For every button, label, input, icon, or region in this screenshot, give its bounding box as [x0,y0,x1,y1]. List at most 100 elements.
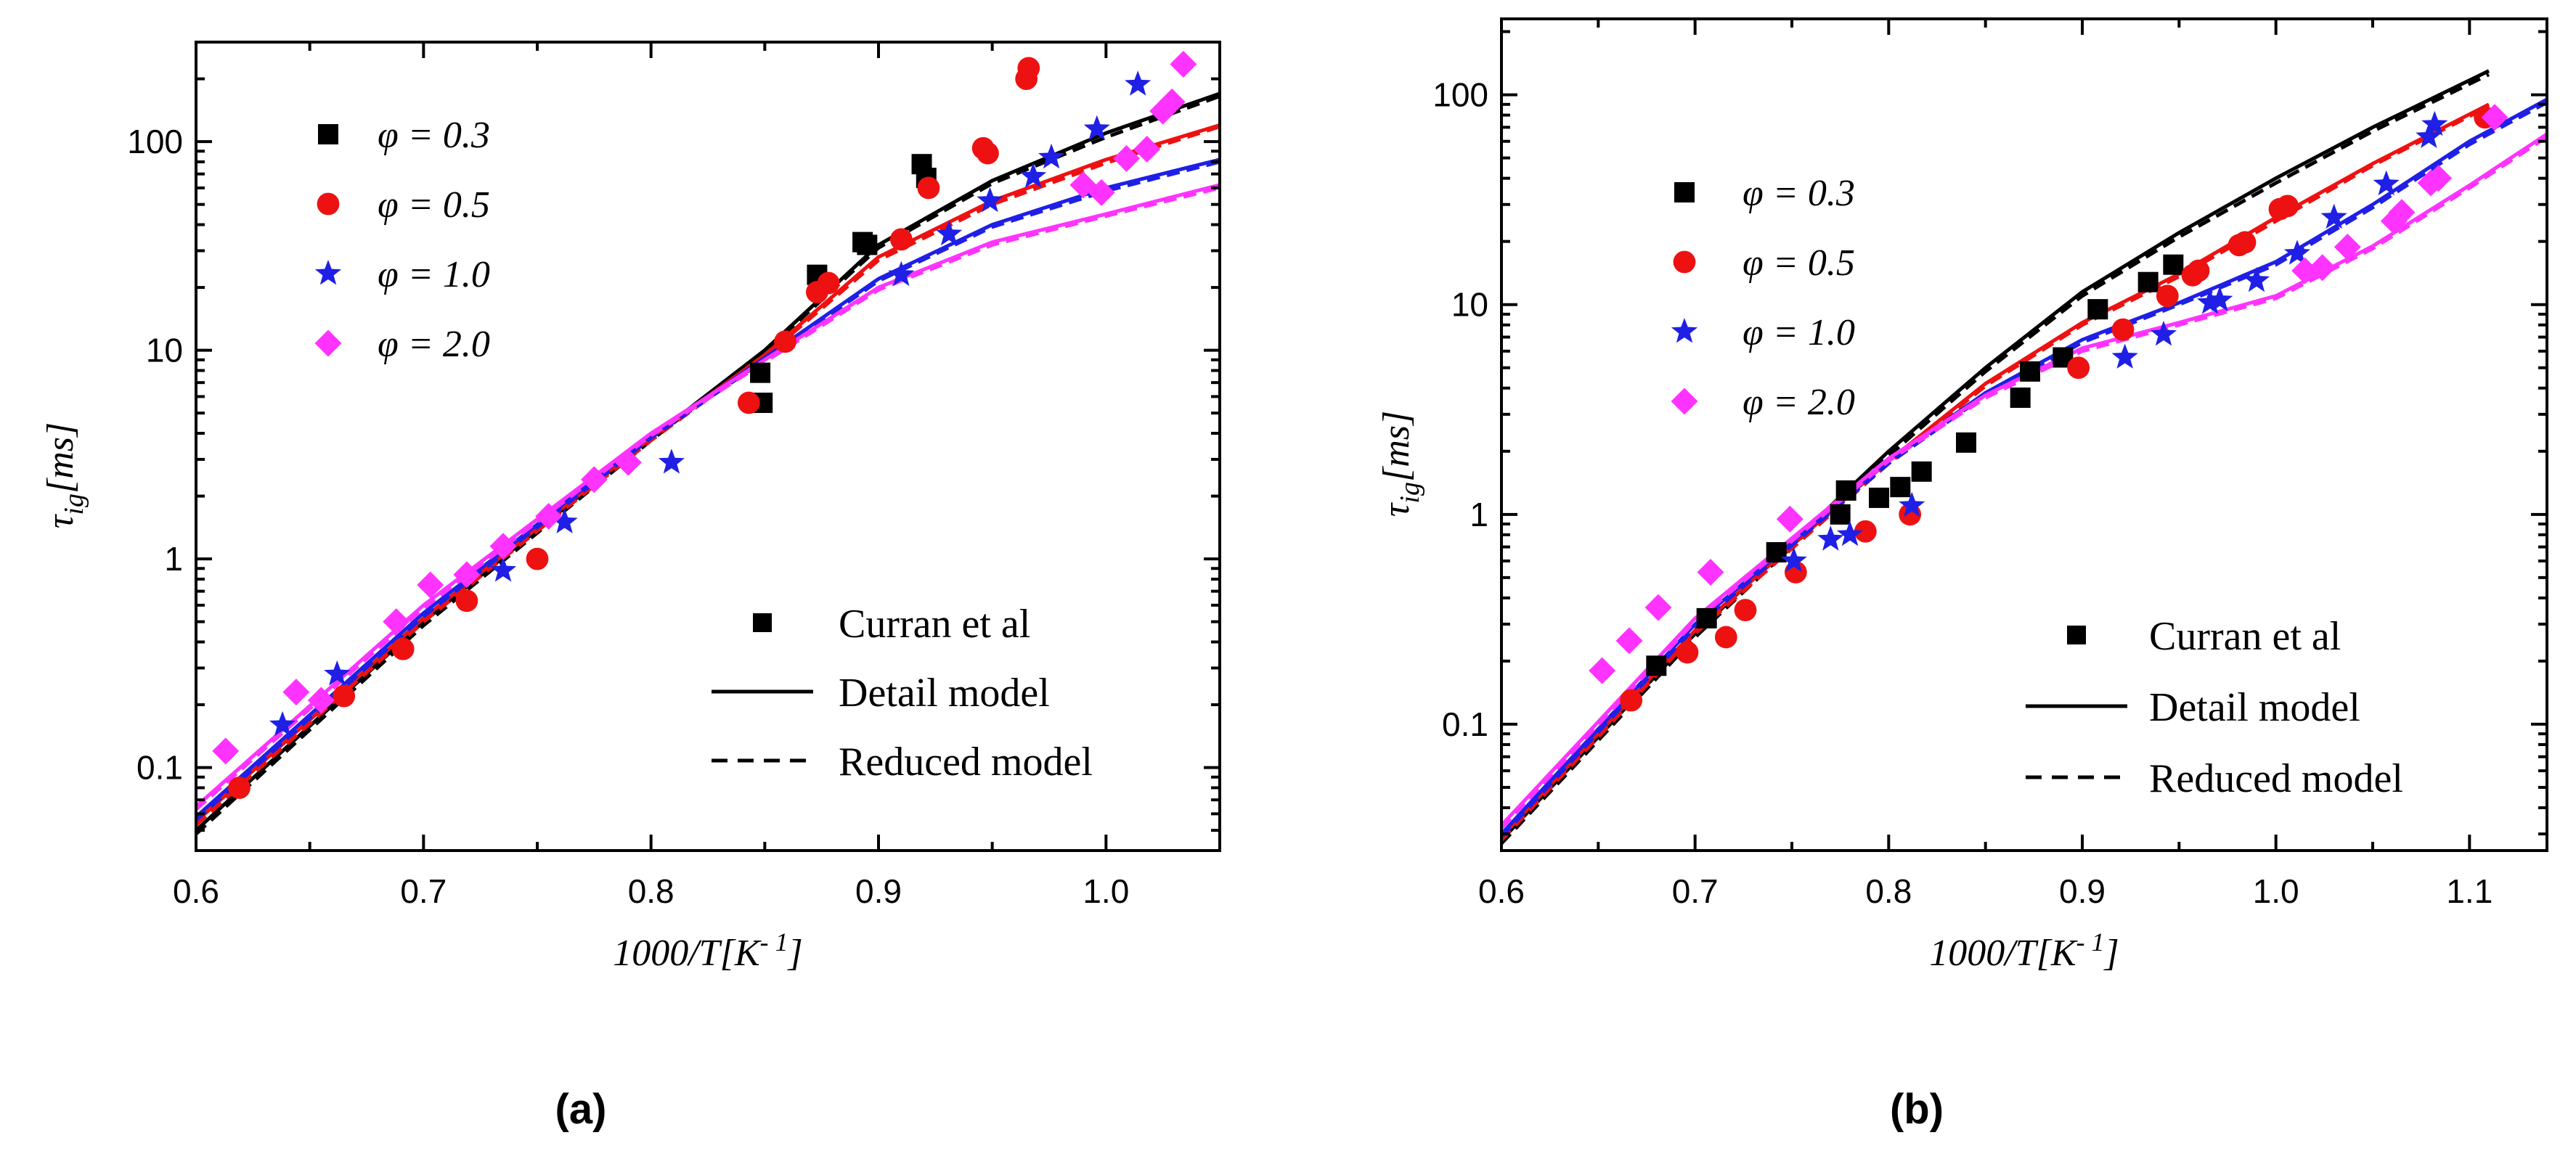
data-point [1869,487,1889,508]
data-point [1020,163,1047,188]
data-point [1835,480,1856,501]
data-point [453,561,481,589]
data-point [391,637,415,660]
data-point [2206,286,2233,311]
data-point [2067,356,2090,380]
data-point [2150,320,2177,346]
legend-marker [1671,388,1698,415]
chart-panel-a: 0.6 0.7 0.8 0.9 1.0 0.1 1 10 100 1000/T[K- 1] τig[… [40,41,1221,1133]
data-point [2291,257,2319,284]
data-point [282,679,310,706]
x-tick-label: 0.9 [2059,872,2106,910]
data-point [1830,504,1851,525]
data-point [2111,318,2135,341]
data-point [2243,266,2270,292]
data-point [1734,599,1757,622]
data-point [1170,51,1197,78]
data-point [1646,655,1667,676]
data-point [917,176,940,200]
data-point [2087,299,2108,320]
data-point [489,533,517,560]
data-point [1817,525,1844,551]
data-point [2156,284,2179,308]
data-point [2481,104,2508,131]
detail-model-line-0 [196,91,1220,832]
data-points [212,51,1197,799]
data-point [1676,641,1699,664]
y-tick-label: 10 [1451,286,1488,324]
legend-label: φ = 0.3 [378,115,490,156]
data-point [383,608,410,636]
x-tick-label: 0.8 [628,872,674,910]
x-tick-label: 0.6 [1478,872,1525,910]
legend-marker [2067,626,2086,644]
data-point [455,589,478,613]
legend-label: Curran et al [2149,614,2341,659]
data-points [1589,104,2508,712]
x-tick-label: 0.7 [400,872,447,910]
data-point [324,660,351,686]
legend-style: Curran et al Detail model Reduced model [712,602,1093,785]
plot-frame [1500,17,2548,852]
data-point [212,737,240,765]
legend-label: Reduced model [2149,756,2403,801]
data-point [2196,289,2224,314]
data-point [2334,233,2361,261]
data-point [333,684,356,708]
data-point [2388,199,2416,226]
y-tick-label: 0.1 [1442,705,1488,743]
data-point [977,187,1003,213]
x-tick-label: 0.7 [1672,872,1719,910]
x-tick-label: 0.6 [173,872,219,910]
data-point [1113,144,1141,172]
data-point [2320,203,2347,229]
data-point [2020,361,2040,382]
legend-label: Reduced model [839,740,1093,785]
data-point [2163,254,2184,275]
data-point [1615,627,1643,655]
data-point [1911,461,1932,482]
data-point [269,710,296,737]
x-tick-label: 0.8 [1865,872,1912,910]
data-point [2276,194,2299,218]
legend-label: φ = 1.0 [378,254,490,295]
x-axis-title: 1000/T[K- 1] [613,927,803,974]
data-point [1589,657,1616,684]
data-point [936,220,963,246]
data-point [774,330,796,353]
panel-label: (a) [555,1086,607,1133]
legend-marker [1673,250,1696,274]
panel-label: (b) [1890,1086,1944,1133]
detail-model-line-3 [196,183,1220,808]
data-point [817,271,840,295]
x-tick-label: 1.1 [2446,872,2493,910]
reduced-model-line-2 [196,160,1220,822]
reduced-model-line-3 [1501,135,2547,830]
data-point [526,547,549,570]
data-point [2010,387,2031,408]
detail-model-line-2 [196,157,1220,819]
data-point [614,449,642,476]
chart-panel-b: 0.6 0.7 0.8 0.9 1.0 1.1 0.1 1 10 100 1000/T[K- 1] τ… [1376,17,2548,1133]
data-point [1133,136,1161,163]
data-point [2425,165,2453,192]
data-point [1069,171,1097,199]
data-point [1083,115,1110,141]
legend-label: φ = 0.5 [378,184,490,226]
x-tick-label: 1.0 [2253,872,2299,910]
legend-marker [317,192,340,216]
legend-label: φ = 2.0 [378,324,490,365]
data-point [2283,239,2311,265]
reduced-model-line-1 [196,125,1220,827]
data-point [2373,170,2400,196]
detail-model-line-1 [196,123,1220,824]
x-axis-title: 1000/T[K- 1] [1929,927,2119,974]
legend-label: Detail model [2149,685,2360,730]
data-point [750,362,771,383]
data-point [1890,477,1911,498]
data-point [1038,143,1065,169]
data-point [977,142,999,165]
y-tick-label: 1 [164,540,183,578]
data-point [1956,432,1976,453]
